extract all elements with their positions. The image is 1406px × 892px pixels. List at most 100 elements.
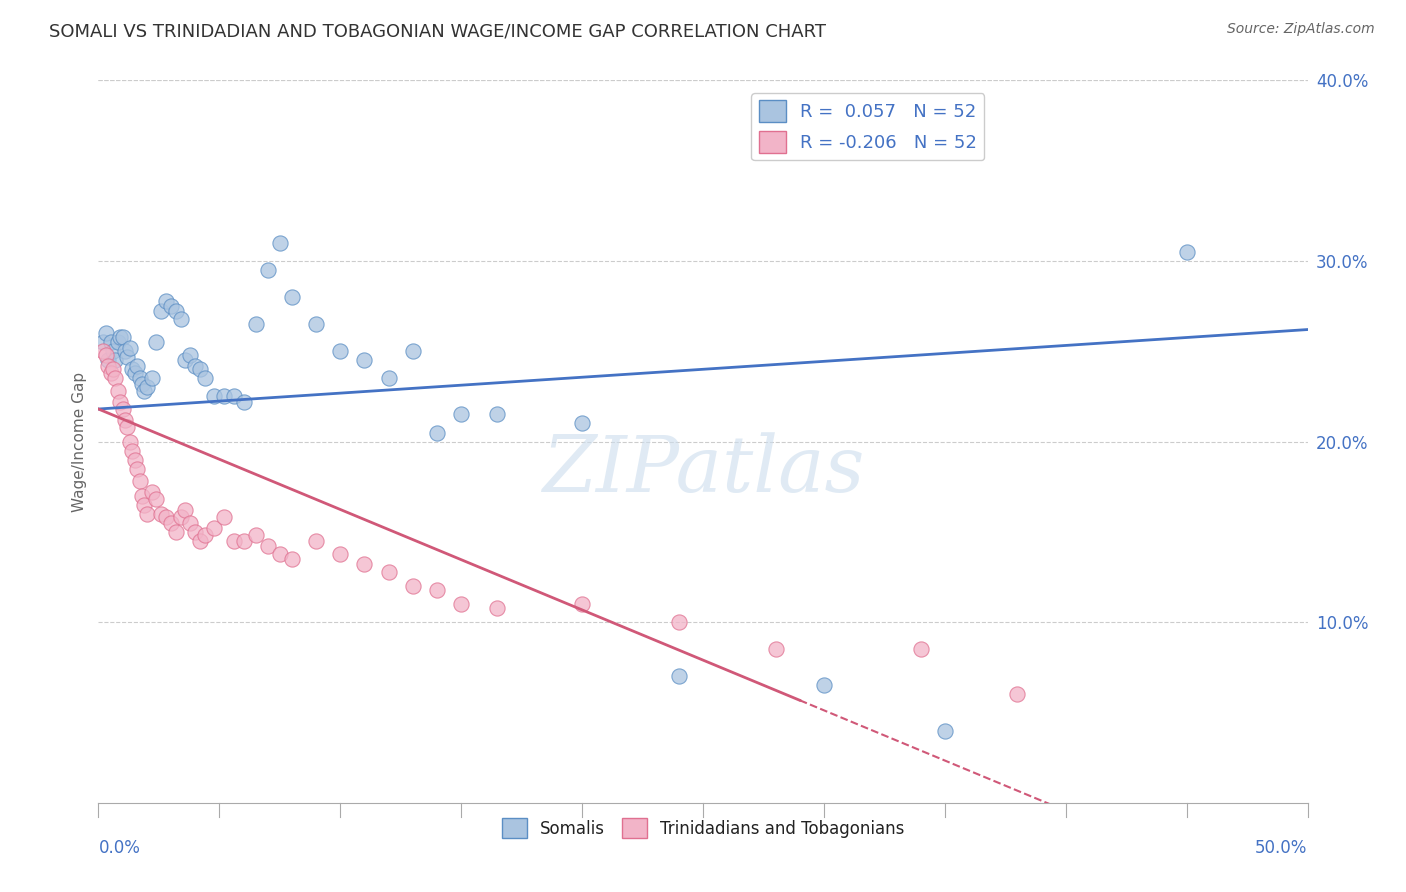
Point — [118, 434, 141, 449]
Point — [121, 443, 143, 458]
Point — [204, 389, 226, 403]
Point — [169, 311, 191, 326]
Point — [94, 348, 117, 362]
Point — [107, 335, 129, 350]
Point — [114, 344, 136, 359]
Point — [117, 350, 139, 364]
Point — [117, 420, 139, 434]
Point — [179, 348, 201, 362]
Point — [212, 389, 235, 403]
Point — [426, 582, 449, 597]
Point — [135, 380, 157, 394]
Point — [245, 317, 267, 331]
Point — [179, 516, 201, 530]
Point — [124, 452, 146, 467]
Point — [160, 299, 183, 313]
Point — [169, 510, 191, 524]
Point — [141, 371, 163, 385]
Point — [222, 533, 245, 548]
Point — [188, 533, 211, 548]
Point — [121, 362, 143, 376]
Point — [111, 330, 134, 344]
Point — [91, 344, 114, 359]
Point — [155, 510, 177, 524]
Point — [486, 408, 509, 422]
Point — [108, 330, 131, 344]
Point — [281, 290, 304, 304]
Point — [204, 521, 226, 535]
Point — [124, 366, 146, 380]
Point — [174, 353, 197, 368]
Point — [426, 425, 449, 440]
Point — [145, 492, 167, 507]
Point — [194, 371, 217, 385]
Point — [910, 642, 932, 657]
Point — [165, 304, 187, 318]
Point — [813, 678, 835, 692]
Point — [131, 489, 153, 503]
Point — [155, 293, 177, 308]
Point — [232, 533, 254, 548]
Point — [165, 524, 187, 539]
Point — [135, 507, 157, 521]
Point — [160, 516, 183, 530]
Point — [100, 366, 122, 380]
Point — [402, 579, 425, 593]
Point — [127, 461, 149, 475]
Point — [245, 528, 267, 542]
Point — [114, 413, 136, 427]
Point — [94, 326, 117, 340]
Point — [232, 394, 254, 409]
Point — [174, 503, 197, 517]
Point — [128, 475, 150, 489]
Point — [97, 359, 120, 373]
Text: 0.0%: 0.0% — [98, 838, 141, 857]
Legend: Somalis, Trinidadians and Tobagonians: Somalis, Trinidadians and Tobagonians — [495, 812, 911, 845]
Point — [1007, 687, 1029, 701]
Point — [934, 723, 956, 738]
Point — [118, 341, 141, 355]
Point — [127, 359, 149, 373]
Y-axis label: Wage/Income Gap: Wage/Income Gap — [72, 371, 87, 512]
Point — [141, 485, 163, 500]
Point — [150, 304, 173, 318]
Point — [329, 344, 352, 359]
Point — [305, 533, 328, 548]
Point — [111, 402, 134, 417]
Text: Source: ZipAtlas.com: Source: ZipAtlas.com — [1227, 22, 1375, 37]
Point — [281, 552, 304, 566]
Point — [329, 547, 352, 561]
Point — [145, 335, 167, 350]
Point — [101, 344, 124, 359]
Point — [256, 263, 278, 277]
Point — [194, 528, 217, 542]
Point — [134, 498, 156, 512]
Point — [91, 335, 114, 350]
Point — [269, 235, 291, 250]
Point — [212, 510, 235, 524]
Point — [101, 362, 124, 376]
Point — [184, 524, 207, 539]
Point — [1175, 244, 1198, 259]
Point — [97, 353, 120, 368]
Point — [150, 507, 173, 521]
Point — [668, 669, 690, 683]
Point — [450, 597, 472, 611]
Point — [269, 547, 291, 561]
Text: SOMALI VS TRINIDADIAN AND TOBAGONIAN WAGE/INCOME GAP CORRELATION CHART: SOMALI VS TRINIDADIAN AND TOBAGONIAN WAG… — [49, 22, 827, 40]
Point — [402, 344, 425, 359]
Point — [377, 565, 399, 579]
Point — [256, 539, 278, 553]
Point — [571, 597, 593, 611]
Point — [377, 371, 399, 385]
Point — [668, 615, 690, 630]
Point — [765, 642, 787, 657]
Point — [184, 359, 207, 373]
Point — [486, 600, 509, 615]
Point — [104, 371, 127, 385]
Point — [450, 408, 472, 422]
Point — [188, 362, 211, 376]
Point — [571, 417, 593, 431]
Point — [108, 394, 131, 409]
Point — [353, 353, 375, 368]
